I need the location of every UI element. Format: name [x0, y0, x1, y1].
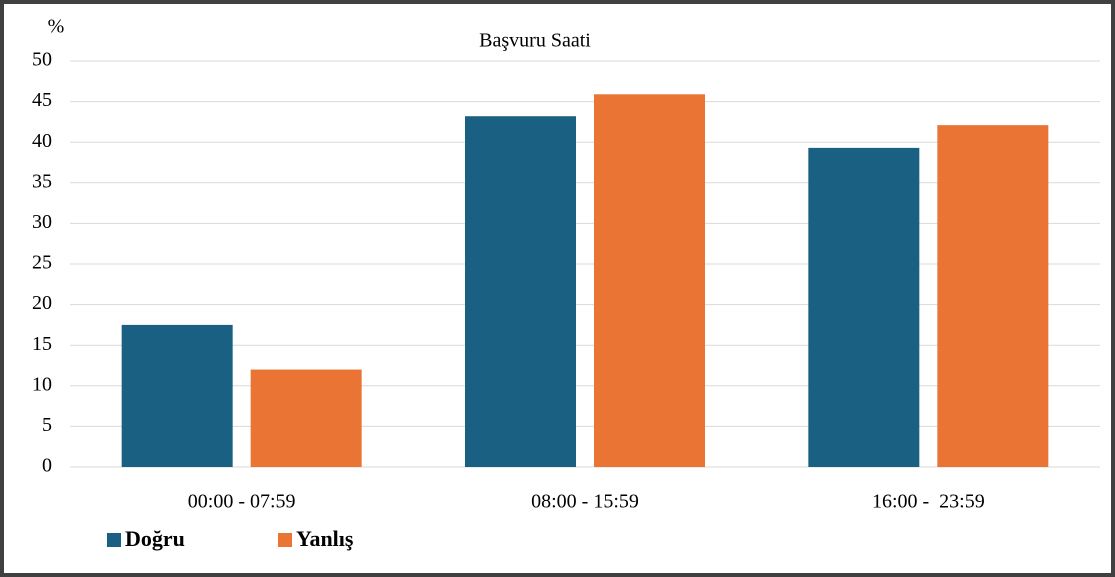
y-tick-label: 5: [42, 414, 52, 436]
bar: [594, 94, 705, 468]
y-tick-label: 40: [32, 130, 52, 152]
bar: [937, 125, 1049, 467]
chart-title: Başvuru Saati: [479, 30, 591, 52]
y-tick-label: 10: [32, 373, 52, 395]
y-tick-label: 35: [32, 170, 52, 192]
y-tick-label: 15: [32, 333, 52, 355]
y-tick-label: 0: [42, 455, 52, 477]
legend-label: Yanlış: [296, 526, 354, 551]
legend-swatch: [107, 533, 121, 547]
legend-swatch: [278, 533, 292, 547]
y-tick-label: 45: [32, 89, 52, 111]
legend-label: Doğru: [125, 526, 185, 551]
bar: [250, 369, 362, 467]
y-tick-label: 50: [32, 49, 52, 71]
y-tick-label: 25: [32, 252, 52, 274]
y-axis-label: %: [48, 16, 65, 38]
bar: [808, 147, 920, 467]
y-tick-label: 20: [32, 292, 52, 314]
bar: [121, 324, 233, 467]
bar: [465, 116, 576, 467]
x-tick-label: 16:00 - 23:59: [872, 491, 985, 513]
x-tick-label: 00:00 - 07:59: [188, 491, 296, 513]
y-tick-label: 30: [32, 211, 52, 233]
x-tick-label: 08:00 - 15:59: [531, 491, 639, 513]
